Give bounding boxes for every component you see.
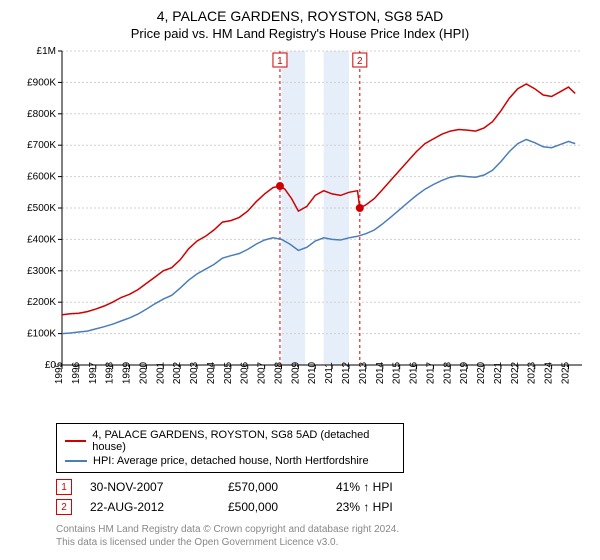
series-line bbox=[62, 140, 575, 334]
y-tick-label: £400K bbox=[27, 234, 56, 245]
sale-row-number-box: 2 bbox=[56, 499, 72, 515]
legend-swatch bbox=[65, 440, 86, 442]
y-tick-label: £500K bbox=[27, 203, 56, 214]
series-line bbox=[62, 84, 575, 315]
y-tick-label: £200K bbox=[27, 297, 56, 308]
legend-box: 4, PALACE GARDENS, ROYSTON, SG8 5AD (det… bbox=[56, 423, 404, 473]
legend-label: 4, PALACE GARDENS, ROYSTON, SG8 5AD (det… bbox=[92, 429, 395, 453]
y-tick-label: £700K bbox=[27, 140, 56, 151]
sale-date: 30-NOV-2007 bbox=[90, 480, 210, 494]
price-chart: £0£100K£200K£300K£400K£500K£600K£700K£80… bbox=[12, 47, 588, 417]
footer-line-1: Contains HM Land Registry data © Crown c… bbox=[56, 523, 588, 536]
sale-price: £500,000 bbox=[228, 500, 318, 514]
chart-svg: £0£100K£200K£300K£400K£500K£600K£700K£80… bbox=[12, 47, 588, 417]
footer-line-2: This data is licensed under the Open Gov… bbox=[56, 536, 588, 549]
sale-delta: 41% ↑ HPI bbox=[336, 480, 393, 494]
sale-delta: 23% ↑ HPI bbox=[336, 500, 393, 514]
footer-note: Contains HM Land Registry data © Crown c… bbox=[56, 523, 588, 549]
page-title: 4, PALACE GARDENS, ROYSTON, SG8 5AD bbox=[12, 8, 588, 24]
legend-swatch bbox=[65, 460, 87, 462]
sale-marker-number: 2 bbox=[357, 56, 363, 67]
sale-row: 2 22-AUG-2012 £500,000 23% ↑ HPI bbox=[56, 497, 588, 517]
sale-row-number-box: 1 bbox=[56, 479, 72, 495]
y-tick-label: £100K bbox=[27, 329, 56, 340]
page-subtitle: Price paid vs. HM Land Registry's House … bbox=[12, 26, 588, 41]
y-tick-label: £900K bbox=[27, 77, 56, 88]
recession-band bbox=[281, 51, 305, 365]
legend-row: HPI: Average price, detached house, Nort… bbox=[65, 454, 395, 468]
y-tick-label: £600K bbox=[27, 172, 56, 183]
sale-date: 22-AUG-2012 bbox=[90, 500, 210, 514]
y-tick-label: £1M bbox=[37, 47, 56, 57]
sale-row: 1 30-NOV-2007 £570,000 41% ↑ HPI bbox=[56, 477, 588, 497]
legend-row: 4, PALACE GARDENS, ROYSTON, SG8 5AD (det… bbox=[65, 428, 395, 454]
sales-list: 1 30-NOV-2007 £570,000 41% ↑ HPI 2 22-AUG-201… bbox=[56, 477, 588, 517]
sale-marker-number: 1 bbox=[277, 56, 283, 67]
y-tick-label: £300K bbox=[27, 266, 56, 277]
sale-price: £570,000 bbox=[228, 480, 318, 494]
y-tick-label: £800K bbox=[27, 109, 56, 120]
page-root: 4, PALACE GARDENS, ROYSTON, SG8 5AD Pric… bbox=[0, 0, 600, 560]
legend-label: HPI: Average price, detached house, Nort… bbox=[93, 455, 369, 467]
